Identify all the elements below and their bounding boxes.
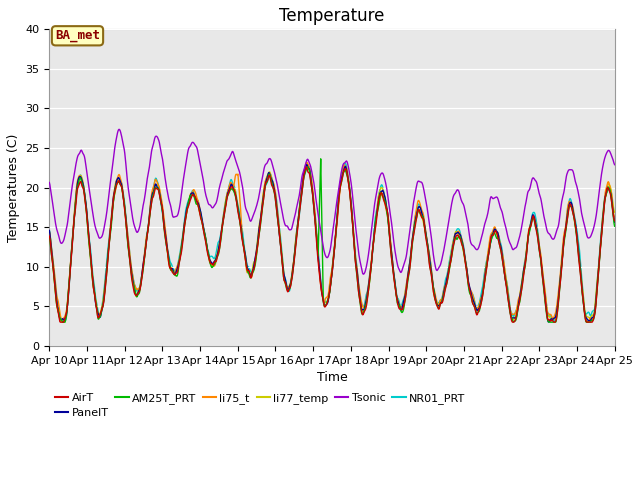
Title: Temperature: Temperature xyxy=(279,7,385,25)
PanelT xyxy=(454,230,462,236)
Line: AirT: AirT xyxy=(49,167,614,322)
li77_temp xyxy=(303,160,311,166)
Tsonic xyxy=(455,189,463,195)
li77_temp xyxy=(611,209,618,215)
li75_t xyxy=(120,191,127,197)
NR01_PRT xyxy=(342,160,349,166)
NR01_PRT xyxy=(454,226,462,231)
Tsonic xyxy=(196,158,204,164)
NR01_PRT xyxy=(550,318,557,324)
PanelT xyxy=(303,162,310,168)
li75_t xyxy=(611,214,618,219)
Line: AM25T_PRT: AM25T_PRT xyxy=(49,159,614,322)
Line: li75_t: li75_t xyxy=(49,162,614,322)
li77_temp xyxy=(59,319,67,325)
AM25T_PRT xyxy=(339,176,346,181)
PanelT xyxy=(195,204,203,209)
AirT xyxy=(303,164,310,170)
NR01_PRT xyxy=(255,227,263,232)
li77_temp xyxy=(455,233,463,239)
AirT xyxy=(575,258,583,264)
li77_temp xyxy=(120,198,127,204)
Tsonic xyxy=(45,180,53,185)
AM25T_PRT xyxy=(317,156,324,162)
Tsonic xyxy=(256,187,264,193)
AM25T_PRT xyxy=(45,234,53,240)
li77_temp xyxy=(256,218,264,224)
Line: PanelT: PanelT xyxy=(49,165,614,322)
Tsonic xyxy=(611,162,618,168)
NR01_PRT xyxy=(120,190,127,196)
PanelT xyxy=(575,253,583,259)
AM25T_PRT xyxy=(455,233,463,239)
li75_t xyxy=(303,159,310,165)
PanelT xyxy=(45,228,53,233)
li77_temp xyxy=(196,210,204,216)
Tsonic xyxy=(338,168,346,173)
AirT xyxy=(611,218,618,224)
li77_temp xyxy=(339,172,346,178)
NR01_PRT xyxy=(575,243,583,249)
NR01_PRT xyxy=(45,228,53,233)
Line: Tsonic: Tsonic xyxy=(49,129,614,274)
li75_t xyxy=(255,225,263,230)
Tsonic xyxy=(120,144,127,150)
NR01_PRT xyxy=(611,219,618,225)
Tsonic xyxy=(115,126,123,132)
AirT xyxy=(45,233,53,239)
AirT xyxy=(339,175,346,181)
AM25T_PRT xyxy=(120,197,127,203)
AirT xyxy=(56,319,64,325)
li77_temp xyxy=(575,252,583,258)
PanelT xyxy=(611,220,618,226)
PanelT xyxy=(545,319,552,325)
li75_t xyxy=(584,319,592,325)
PanelT xyxy=(120,194,127,200)
AirT xyxy=(120,198,127,204)
NR01_PRT xyxy=(337,173,345,179)
Legend: AirT, PanelT, AM25T_PRT, li75_t, li77_temp, Tsonic, NR01_PRT: AirT, PanelT, AM25T_PRT, li75_t, li77_te… xyxy=(55,393,465,418)
AM25T_PRT xyxy=(256,226,264,232)
li77_temp xyxy=(45,228,53,234)
li75_t xyxy=(454,228,462,234)
Line: NR01_PRT: NR01_PRT xyxy=(49,163,614,321)
X-axis label: Time: Time xyxy=(317,371,348,384)
AM25T_PRT xyxy=(59,319,67,325)
Y-axis label: Temperatures (C): Temperatures (C) xyxy=(7,133,20,242)
li75_t xyxy=(195,202,203,208)
li75_t xyxy=(575,249,582,255)
AirT xyxy=(455,235,463,240)
PanelT xyxy=(255,224,263,229)
NR01_PRT xyxy=(195,203,203,209)
li75_t xyxy=(338,174,346,180)
AirT xyxy=(196,210,204,216)
Tsonic xyxy=(359,271,367,277)
Tsonic xyxy=(575,193,583,199)
AM25T_PRT xyxy=(575,256,583,262)
Line: li77_temp: li77_temp xyxy=(49,163,614,322)
AM25T_PRT xyxy=(196,209,204,215)
AirT xyxy=(256,224,264,229)
li75_t xyxy=(45,229,53,235)
PanelT xyxy=(338,175,346,180)
Text: BA_met: BA_met xyxy=(55,29,100,42)
AM25T_PRT xyxy=(611,223,618,229)
